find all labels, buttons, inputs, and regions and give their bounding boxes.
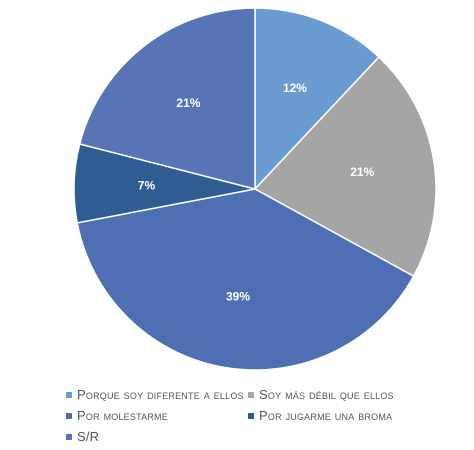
legend-swatch: [66, 433, 72, 440]
legend-item: Por jugarme una broma: [248, 408, 392, 423]
legend-row: S/R: [66, 426, 466, 447]
pie-chart: 12% 21% 39% 7% 21%: [73, 7, 437, 371]
legend-label: S/R: [77, 429, 100, 444]
legend-item: S/R: [66, 429, 99, 444]
legend-swatch: [66, 391, 72, 398]
slice-data-label: 39%: [226, 289, 250, 303]
legend-item: Por molestarme: [66, 408, 248, 423]
legend-row: Por molestarme Por jugarme una broma: [66, 405, 466, 426]
legend-item: Soy más débil que ellos: [248, 387, 394, 402]
legend-label: Soy más débil que ellos: [259, 387, 394, 402]
legend-item: Porque soy diferente a ellos: [66, 387, 248, 402]
legend-swatch: [248, 391, 254, 398]
slice-data-label: 12%: [283, 81, 307, 95]
pie-slice: [253, 55, 437, 278]
legend: Porque soy diferente a ellos Soy más déb…: [66, 384, 466, 447]
slice-data-label: 21%: [176, 96, 200, 110]
slice-data-label: 7%: [138, 179, 156, 193]
legend-row: Porque soy diferente a ellos Soy más déb…: [66, 384, 466, 405]
legend-swatch: [66, 412, 72, 419]
pie-slice: [76, 188, 415, 371]
legend-label: Por molestarme: [77, 408, 168, 423]
slice-data-label: 21%: [350, 165, 374, 179]
pie-slice: [254, 7, 380, 191]
pie-slice: [78, 7, 256, 190]
legend-label: Porque soy diferente a ellos: [77, 387, 244, 402]
legend-label: Por jugarme una broma: [259, 408, 393, 423]
legend-swatch: [248, 412, 254, 419]
